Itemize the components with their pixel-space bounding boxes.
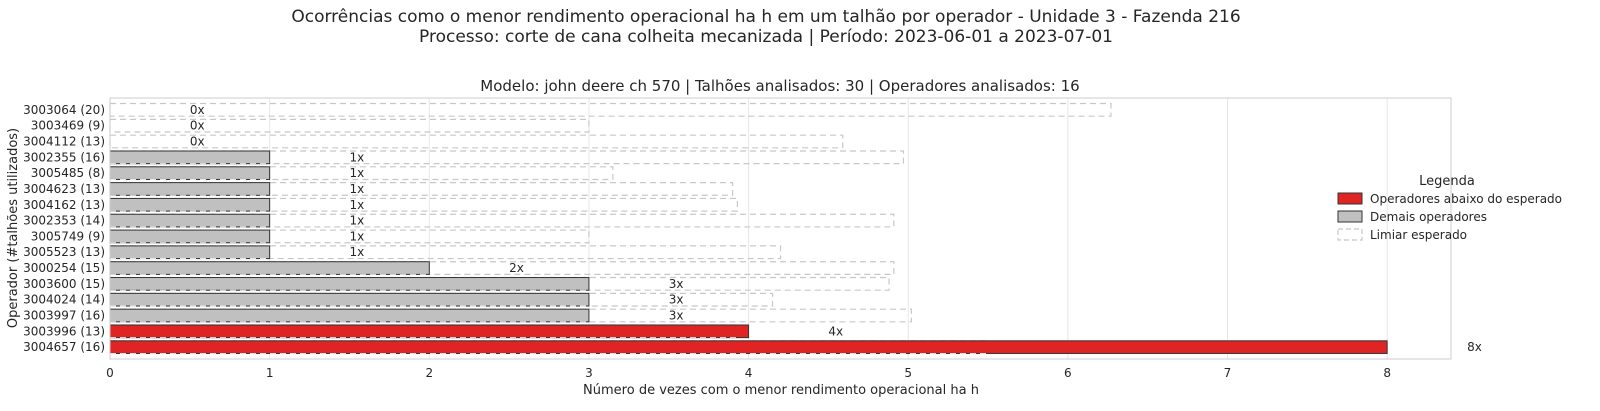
y-tick-label: 3005749 (9): [31, 229, 105, 243]
threshold-box: [109, 213, 895, 228]
y-tick-label: 3003996 (13): [23, 324, 105, 338]
bar-other: [109, 197, 271, 212]
x-tick-label: 5: [904, 366, 912, 380]
data-label: 3x: [669, 309, 684, 323]
bar-other: [109, 261, 430, 275]
data-label: 3x: [669, 293, 684, 307]
bar-layer: [109, 150, 1388, 354]
bar-below-expected: [109, 324, 750, 339]
x-tick-layer: 0 1 2 3 4 5 6 7 8: [106, 366, 1391, 380]
data-label: 3x: [669, 277, 684, 291]
x-tick-label: 4: [745, 366, 753, 380]
data-label: 8x: [1467, 340, 1482, 354]
legend: Legenda Operadores abaixo do esperado Dem…: [1337, 174, 1562, 242]
legend-swatch-below: [1337, 192, 1363, 205]
y-tick-label: 3003997 (16): [23, 309, 105, 323]
bar-other: [109, 277, 590, 291]
legend-label: Operadores abaixo do esperado: [1370, 192, 1562, 206]
bar-other: [109, 166, 271, 180]
x-tick-label: 7: [1224, 366, 1232, 380]
x-tick-label: 0: [106, 366, 114, 380]
x-tick-label: 8: [1383, 366, 1391, 380]
y-tick-label: 3005485 (8): [31, 166, 105, 180]
y-tick-label: 3003600 (15): [23, 277, 105, 291]
threshold-box: [109, 229, 590, 244]
data-label: 1x: [349, 245, 364, 259]
bar-other: [109, 213, 271, 228]
data-label: 1x: [349, 150, 364, 164]
data-label: 1x: [349, 182, 364, 196]
x-tick-label: 1: [266, 366, 274, 380]
bar-other: [109, 292, 590, 307]
threshold-box: [109, 118, 590, 133]
x-tick-label: 3: [585, 366, 593, 380]
chart-title: Ocorrências como o menor rendimento oper…: [291, 7, 1240, 27]
y-tick-label: 3004024 (14): [23, 293, 105, 307]
chart-subtitle: Modelo: john deere ch 570 | Talhões anal…: [480, 77, 1079, 95]
data-label: 1x: [349, 166, 364, 180]
y-tick-label: 3004162 (13): [23, 198, 105, 212]
y-tick-label: 3003469 (9): [31, 119, 105, 133]
data-label: 0x: [190, 103, 205, 117]
grid-layer: [109, 98, 1388, 359]
bar-other: [109, 245, 271, 260]
bar-other: [109, 150, 271, 165]
threshold-box: [109, 261, 895, 275]
legend-title: Legenda: [1419, 174, 1475, 189]
threshold-box: [109, 134, 844, 149]
x-axis-label: Número de vezes com o menor rendimento o…: [583, 383, 979, 398]
x-tick-label: 2: [425, 366, 433, 380]
legend-swatch-other: [1337, 210, 1363, 223]
y-tick-label: 3004112 (13): [23, 135, 105, 149]
chart-title-line2: Processo: corte de cana colheita mecaniz…: [419, 27, 1113, 47]
legend-label: Limiar esperado: [1370, 228, 1467, 242]
y-tick-label: 3002353 (14): [23, 214, 105, 228]
threshold-box: [109, 245, 782, 260]
plot-frame: [109, 97, 1452, 360]
y-tick-label: 3000254 (15): [23, 261, 105, 275]
bar-other: [109, 229, 271, 244]
bar-below-expected: [109, 340, 1388, 354]
data-label: 1x: [349, 229, 364, 243]
threshold-box: [109, 102, 1112, 117]
data-label: 2x: [509, 261, 524, 275]
y-tick-label: 3005523 (13): [23, 245, 105, 259]
y-tick-label: 3003064 (20): [23, 103, 105, 117]
y-axis-label: Operador (#talhões utilizados): [6, 128, 21, 328]
bar-other: [109, 308, 590, 323]
y-tick-label: 3004657 (16): [23, 340, 105, 354]
legend-label: Demais operadores: [1370, 210, 1487, 224]
data-label: 1x: [349, 198, 364, 212]
data-label: 0x: [190, 135, 205, 149]
data-label: 1x: [349, 214, 364, 228]
y-tick-layer: 3003064 (20)3003469 (9)3004112 (13)30023…: [23, 103, 105, 354]
y-tick-label: 3002355 (16): [23, 150, 105, 164]
legend-swatch-threshold: [1337, 228, 1363, 241]
data-label: 0x: [190, 119, 205, 133]
data-label: 4x: [828, 324, 843, 338]
y-tick-label: 3004623 (13): [23, 182, 105, 196]
bar-other: [109, 182, 271, 196]
x-tick-label: 6: [1064, 366, 1072, 380]
legend-entries: Operadores abaixo do esperado Demais oper…: [1337, 192, 1562, 242]
